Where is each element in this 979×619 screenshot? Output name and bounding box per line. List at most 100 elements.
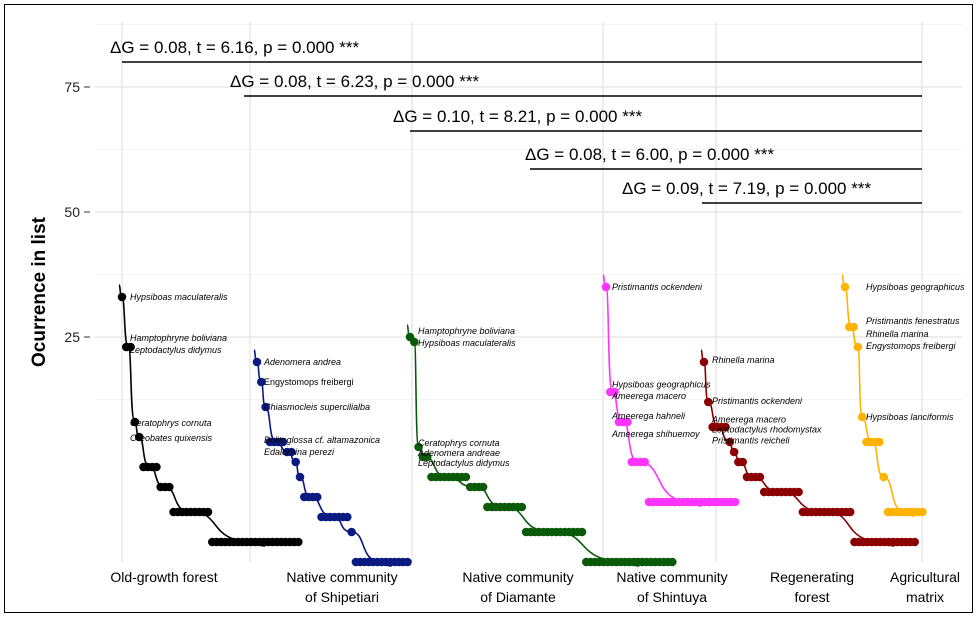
data-point <box>725 437 735 447</box>
data-point <box>577 527 587 537</box>
data-points <box>117 282 927 567</box>
data-point <box>699 357 709 367</box>
data-point <box>738 457 747 467</box>
species-label: Hamptophryne boliviana <box>130 333 227 343</box>
data-point <box>117 292 127 302</box>
y-tick-label: 25 <box>64 329 80 345</box>
data-point <box>410 337 419 347</box>
data-point <box>126 342 135 352</box>
data-point <box>910 537 919 547</box>
species-label: Hypsiboas maculateralis <box>130 292 228 302</box>
x-category-label: matrix <box>906 589 944 605</box>
species-label: Leptodactylus rhodomystax <box>712 425 822 435</box>
data-point <box>278 437 288 447</box>
data-point <box>918 507 927 517</box>
data-point <box>422 452 432 462</box>
data-point <box>403 557 412 567</box>
data-point <box>252 357 262 367</box>
x-category-label: Native community <box>462 569 573 585</box>
data-point <box>879 472 888 482</box>
species-label: Hypsiboas lanciformis <box>866 412 954 422</box>
y-axis-ticks: 25 50 75 <box>64 79 90 345</box>
comparison-label: ΔG = 0.08, t = 6.23, p = 0.000 *** <box>230 72 479 91</box>
data-point <box>461 472 471 482</box>
plot-panel <box>95 22 962 562</box>
data-point <box>623 417 632 427</box>
x-category-label: Regenerating <box>770 569 854 585</box>
data-point <box>517 502 527 512</box>
species-label: Hypsiboas geographicus <box>612 380 711 390</box>
data-point <box>849 322 858 332</box>
data-point <box>610 387 619 397</box>
species-label: Hamptophryne boliviana <box>418 326 515 336</box>
data-point <box>343 512 352 522</box>
species-label: Pristimantis reicheli <box>712 436 791 446</box>
species-labels: Hypsiboas maculateralis Hamptophryne boli… <box>130 282 965 468</box>
species-label: Edalorhina perezi <box>264 447 335 457</box>
species-label: Pristimantis fenestratus <box>866 316 960 326</box>
data-point <box>601 282 611 292</box>
species-label: Adenomera andreae <box>417 448 500 458</box>
data-point <box>152 462 161 472</box>
species-label: Engystomops freibergi <box>866 341 957 351</box>
x-category-label: of Diamante <box>480 589 556 605</box>
species-label: Pristimantis ockendeni <box>612 282 703 292</box>
data-point <box>165 482 174 492</box>
data-point <box>347 527 356 537</box>
x-category-label: of Shipetiari <box>305 589 379 605</box>
data-point <box>668 557 677 567</box>
species-label: Chiasmocleis supercilialba <box>264 402 370 412</box>
x-category-label: Agricultural <box>890 569 960 585</box>
species-label: Hypsiboas geographicus <box>866 282 965 292</box>
species-label: Ameeregа hahneli <box>611 411 686 421</box>
x-axis-labels: Old-growth forest Native community of Ship… <box>110 569 960 605</box>
data-point <box>755 472 765 482</box>
data-point <box>840 282 850 292</box>
comparison-label: ΔG = 0.09, t = 7.19, p = 0.000 *** <box>622 179 871 198</box>
species-label: Ameeregа macero <box>711 415 786 425</box>
comparison-label: ΔG = 0.10, t = 8.21, p = 0.000 *** <box>393 107 642 126</box>
species-label: Leptodactylus didymus <box>418 458 510 468</box>
species-label: Ceratophrys cornuta <box>130 418 212 428</box>
y-tick-label: 75 <box>64 79 80 95</box>
data-point <box>704 397 713 407</box>
species-label: Leptodactylus didymus <box>130 345 222 355</box>
data-point <box>794 487 803 497</box>
data-point <box>261 402 270 412</box>
data-point <box>857 412 867 422</box>
data-point <box>414 442 423 452</box>
grid <box>95 22 962 562</box>
data-point <box>287 447 296 457</box>
data-point <box>291 457 301 467</box>
data-point <box>257 377 266 387</box>
fit-curve <box>118 284 266 547</box>
comparison-label: ΔG = 0.08, t = 6.16, p = 0.000 *** <box>110 38 359 57</box>
data-point <box>721 422 730 432</box>
species-label: Pristimantis ockendeni <box>712 396 803 406</box>
x-category-label: forest <box>794 589 829 605</box>
species-label: Ameeregа shihuemoy <box>611 429 700 439</box>
x-category-label: Native community <box>286 569 397 585</box>
species-label: Ceratophrys cornuta <box>418 438 500 448</box>
data-point <box>729 447 739 457</box>
species-label: Ameeregа macero <box>611 391 686 401</box>
species-label: Rhinella marina <box>712 355 775 365</box>
data-point <box>853 342 863 352</box>
data-point <box>478 482 488 492</box>
comparison-bars: ΔG = 0.08, t = 6.16, p = 0.000 *** ΔG = 0… <box>110 38 922 204</box>
data-point <box>875 437 884 447</box>
data-point <box>130 417 140 427</box>
species-label: Hypsiboas maculateralis <box>418 338 516 348</box>
species-label: Bolitoglossa cf. altamazonica <box>264 435 380 445</box>
data-point <box>295 472 305 482</box>
y-tick-label: 50 <box>64 204 80 220</box>
species-label: Engystomops freibergi <box>264 377 354 387</box>
data-point <box>640 457 649 467</box>
y-axis-title: Ocurrence in list <box>29 216 50 367</box>
x-category-label: Native community <box>616 569 727 585</box>
data-point <box>845 507 855 517</box>
species-label: Rhinella marina <box>866 329 929 339</box>
comparison-label: ΔG = 0.08, t = 6.00, p = 0.000 *** <box>525 145 774 164</box>
species-label: Adenomera andrea <box>263 357 341 367</box>
